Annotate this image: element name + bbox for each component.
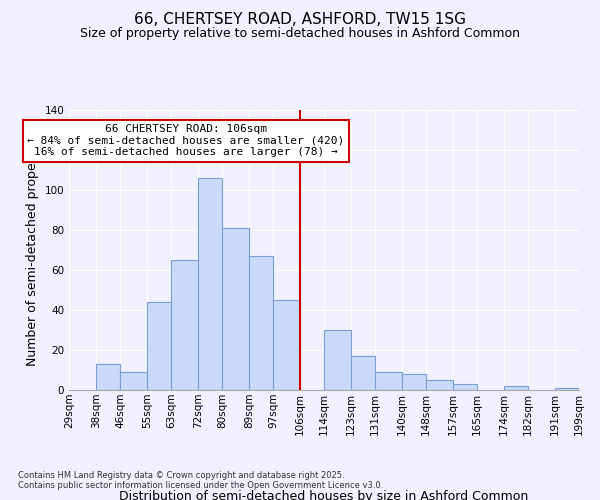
Bar <box>325 330 350 390</box>
Bar <box>376 372 401 390</box>
Bar <box>172 260 197 390</box>
Bar <box>97 364 119 390</box>
Bar <box>223 228 248 390</box>
Bar <box>427 380 452 390</box>
Text: 66, CHERTSEY ROAD, ASHFORD, TW15 1SG: 66, CHERTSEY ROAD, ASHFORD, TW15 1SG <box>134 12 466 28</box>
Bar <box>274 300 299 390</box>
Text: 66 CHERTSEY ROAD: 106sqm
← 84% of semi-detached houses are smaller (420)
16% of : 66 CHERTSEY ROAD: 106sqm ← 84% of semi-d… <box>28 124 344 157</box>
Text: Contains public sector information licensed under the Open Government Licence v3: Contains public sector information licen… <box>18 481 383 490</box>
Bar <box>148 302 170 390</box>
Bar <box>199 178 221 390</box>
Bar <box>556 388 578 390</box>
Bar <box>454 384 476 390</box>
Bar <box>403 374 425 390</box>
Bar <box>250 256 272 390</box>
Bar <box>505 386 527 390</box>
Y-axis label: Number of semi-detached properties: Number of semi-detached properties <box>26 134 39 366</box>
Bar <box>121 372 146 390</box>
Bar <box>352 356 374 390</box>
Text: Size of property relative to semi-detached houses in Ashford Common: Size of property relative to semi-detach… <box>80 28 520 40</box>
X-axis label: Distribution of semi-detached houses by size in Ashford Common: Distribution of semi-detached houses by … <box>119 490 529 500</box>
Text: Contains HM Land Registry data © Crown copyright and database right 2025.: Contains HM Land Registry data © Crown c… <box>18 471 344 480</box>
